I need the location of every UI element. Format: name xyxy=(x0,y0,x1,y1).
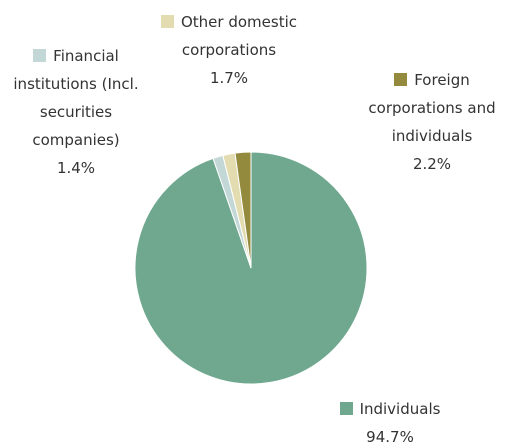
pie-slice xyxy=(234,151,252,269)
category-label: Financial institutions (Incl. securities… xyxy=(13,47,139,149)
legend-swatch xyxy=(339,402,353,415)
category-label: Foreign corporations and individuals xyxy=(368,71,496,145)
value-label: 94.7% xyxy=(366,428,414,443)
value-label: 1.7% xyxy=(209,69,249,87)
category-label: Individuals xyxy=(359,400,441,418)
value-label: 1.4% xyxy=(56,159,96,177)
slice-label: Foreign corporations and individuals 2.2% xyxy=(364,66,500,178)
slice-label: Other domestic corporations 1.7% xyxy=(140,8,318,92)
category-label: Other domestic corporations xyxy=(180,13,297,59)
slice-label: Individuals 94.7% xyxy=(300,395,480,443)
legend-swatch xyxy=(394,73,408,86)
slice-label: Financial institutions (Incl. securities… xyxy=(0,42,152,182)
value-label: 2.2% xyxy=(412,155,452,173)
legend-swatch xyxy=(160,15,174,28)
legend-swatch xyxy=(33,49,47,62)
